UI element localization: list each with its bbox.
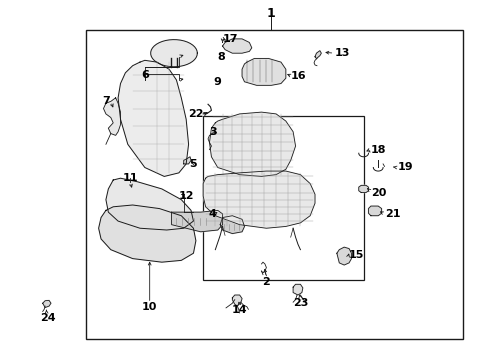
Polygon shape (336, 247, 351, 265)
Text: 22: 22 (187, 109, 203, 119)
Text: 20: 20 (370, 188, 386, 198)
Text: 2: 2 (262, 277, 270, 287)
Polygon shape (99, 205, 196, 262)
Polygon shape (292, 284, 302, 295)
Text: 3: 3 (209, 127, 216, 137)
Text: 21: 21 (385, 209, 400, 219)
Polygon shape (232, 295, 242, 306)
Polygon shape (358, 185, 368, 193)
Polygon shape (203, 171, 314, 228)
Polygon shape (242, 59, 285, 85)
Text: 15: 15 (348, 250, 364, 260)
Bar (86, 30, 462, 339)
Text: 6: 6 (141, 69, 148, 80)
Polygon shape (183, 157, 191, 164)
Polygon shape (42, 300, 51, 307)
Text: 8: 8 (217, 52, 225, 62)
Polygon shape (150, 40, 197, 67)
Polygon shape (103, 98, 120, 135)
Bar (203, 116, 363, 280)
Text: 10: 10 (142, 302, 157, 312)
Polygon shape (106, 178, 193, 230)
Text: 19: 19 (397, 162, 412, 172)
Text: 5: 5 (189, 159, 197, 169)
Polygon shape (368, 206, 381, 216)
Text: 7: 7 (102, 96, 110, 107)
Text: 13: 13 (334, 48, 349, 58)
Text: 12: 12 (178, 191, 194, 201)
Text: 9: 9 (212, 77, 220, 87)
Text: 11: 11 (122, 173, 138, 183)
Text: 23: 23 (292, 298, 307, 308)
Text: 18: 18 (370, 145, 386, 155)
Text: 24: 24 (40, 312, 55, 323)
Text: 1: 1 (266, 8, 275, 21)
Polygon shape (171, 210, 222, 232)
Text: 14: 14 (231, 305, 247, 315)
Polygon shape (222, 39, 251, 53)
Text: 16: 16 (290, 71, 305, 81)
Text: 4: 4 (208, 209, 216, 219)
Polygon shape (209, 112, 295, 176)
Polygon shape (118, 60, 188, 176)
Text: 17: 17 (222, 34, 238, 44)
Polygon shape (314, 51, 321, 59)
Polygon shape (220, 216, 244, 234)
